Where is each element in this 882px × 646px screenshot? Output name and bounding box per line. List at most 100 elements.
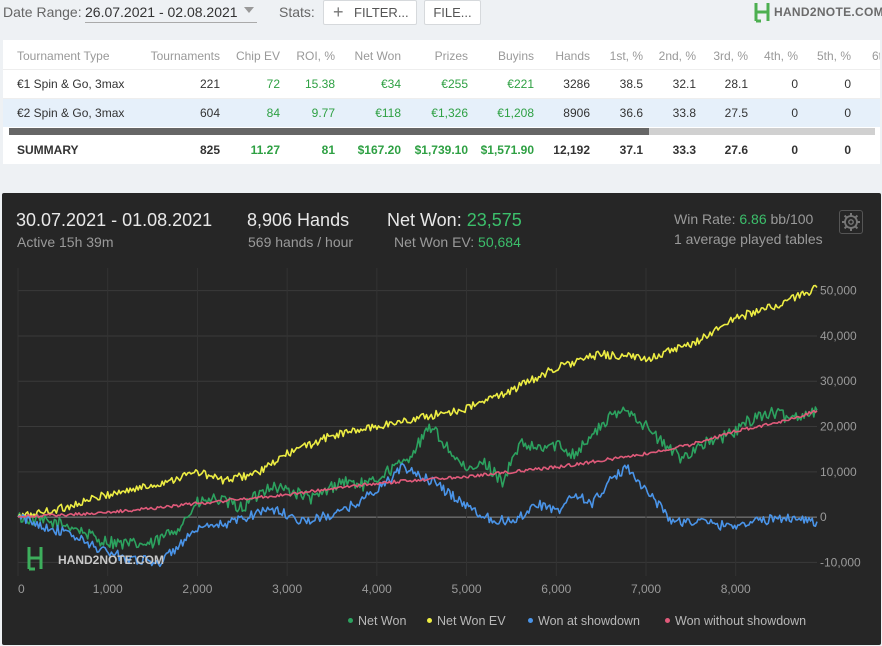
cell-buyins: €1,208 bbox=[497, 106, 534, 120]
column-header[interactable]: 3rd, % bbox=[713, 49, 748, 63]
column-header[interactable]: 6t bbox=[872, 49, 880, 63]
column-header[interactable]: Tournaments bbox=[150, 49, 220, 63]
cell-4th: 0 bbox=[791, 106, 798, 120]
filter-button[interactable]: + FILTER... bbox=[323, 0, 417, 25]
y-tick-label: -10,000 bbox=[820, 555, 861, 569]
summary-label: SUMMARY bbox=[17, 143, 79, 157]
cell-hands: 3286 bbox=[563, 77, 590, 91]
cell-hands: 8906 bbox=[563, 106, 590, 120]
net-won-label: Net Won: bbox=[387, 210, 462, 230]
chevron-down-icon[interactable] bbox=[244, 7, 254, 13]
summary-row: SUMMARY 825 11.27 81 $167.20 $1,739.10 $… bbox=[3, 136, 880, 164]
table-header: Tournament Type Tournaments Chip EV ROI,… bbox=[3, 41, 880, 70]
cell-net-won: €118 bbox=[375, 106, 401, 120]
cell-3rd: 27.5 bbox=[724, 106, 748, 120]
results-table: Tournament Type Tournaments Chip EV ROI,… bbox=[3, 40, 880, 164]
summary-3rd: 27.6 bbox=[724, 143, 748, 157]
net-won-ev-summary: Net Won EV: 50,684 bbox=[394, 234, 521, 250]
legend-label: Won at showdown bbox=[538, 614, 640, 628]
legend-dot bbox=[427, 618, 432, 624]
cell-roi: 9.77 bbox=[311, 106, 335, 120]
summary-5th: 0 bbox=[844, 143, 851, 157]
summary-4th: 0 bbox=[791, 143, 798, 157]
y-tick-label: 30,000 bbox=[820, 374, 857, 388]
cell-tournaments: 604 bbox=[199, 106, 220, 120]
hand2note-logo-icon bbox=[754, 3, 770, 23]
summary-1st: 37.1 bbox=[619, 143, 643, 157]
summary-prizes: $1,739.10 bbox=[414, 143, 468, 157]
column-header[interactable]: Prizes bbox=[434, 49, 468, 63]
y-axis-labels: 50,000 40,000 30,000 20,000 10,000 0 -10,000 bbox=[820, 284, 861, 570]
cell-chip-ev: 72 bbox=[266, 77, 280, 91]
column-header[interactable]: Hands bbox=[555, 49, 590, 63]
column-header[interactable]: 4th, % bbox=[763, 49, 798, 63]
profit-chart[interactable]: 50,000 40,000 30,000 20,000 10,000 0 -10,000 0… bbox=[2, 193, 881, 645]
win-rate-unit: bb/100 bbox=[770, 211, 814, 227]
legend-dot bbox=[348, 618, 353, 624]
column-header[interactable]: Net Won bbox=[354, 49, 401, 63]
cell-3rd: 28.1 bbox=[724, 77, 748, 91]
cell-prizes: €255 bbox=[441, 77, 468, 91]
y-tick-label: 50,000 bbox=[820, 284, 857, 298]
win-rate-value: 6.86 bbox=[739, 211, 767, 227]
legend-net-won-ev[interactable]: Net Won EV bbox=[427, 614, 506, 628]
x-tick-label: 7,000 bbox=[631, 582, 661, 596]
win-rate: Win Rate: 6.86 bb/100 bbox=[674, 211, 813, 227]
hand2note-logo: HAND2NOTE.COM bbox=[754, 1, 882, 25]
column-header[interactable]: Buyins bbox=[497, 49, 534, 63]
horizontal-scrollbar[interactable] bbox=[9, 128, 875, 135]
summary-tournaments: 825 bbox=[199, 143, 220, 157]
scrollbar-thumb[interactable] bbox=[9, 128, 649, 135]
cell-net-won: €34 bbox=[380, 77, 401, 91]
y-tick-label: 20,000 bbox=[820, 420, 857, 434]
cell-buyins: €221 bbox=[507, 77, 534, 91]
x-tick-label: 8,000 bbox=[721, 582, 751, 596]
y-tick-label: 0 bbox=[820, 510, 827, 524]
cell-2nd: 32.1 bbox=[672, 77, 696, 91]
column-header[interactable]: ROI, % bbox=[296, 49, 335, 63]
series-line-net-won bbox=[17, 406, 818, 550]
column-header[interactable]: 2nd, % bbox=[658, 49, 696, 63]
file-button[interactable]: FILE... bbox=[424, 0, 481, 25]
cell-tournaments: 221 bbox=[199, 77, 220, 91]
x-tick-label: 6,000 bbox=[541, 582, 571, 596]
legend-label: Net Won bbox=[358, 614, 407, 628]
legend-won-without-showdown[interactable]: Won without showdown bbox=[665, 614, 806, 628]
summary-chip-ev: 11.27 bbox=[250, 143, 280, 157]
cell-tournament-type: €1 Spin & Go, 3max bbox=[17, 77, 125, 91]
x-axis-labels: 0 1,000 2,000 3,000 4,000 5,000 6,000 7,000 8,00… bbox=[18, 582, 751, 596]
win-rate-label: Win Rate: bbox=[674, 211, 736, 227]
column-header[interactable]: 5th, % bbox=[816, 49, 851, 63]
series-line-net-won-ev bbox=[17, 284, 818, 519]
x-tick-label: 3,000 bbox=[272, 582, 302, 596]
series-line-won-at-showdown bbox=[17, 462, 818, 568]
legend-net-won[interactable]: Net Won bbox=[348, 614, 406, 628]
column-header[interactable]: Tournament Type bbox=[17, 49, 110, 63]
cell-prizes: €1,326 bbox=[431, 106, 468, 120]
date-range-label: Date Range: bbox=[3, 4, 82, 20]
plus-icon: + bbox=[333, 2, 344, 22]
cell-1st: 36.6 bbox=[619, 106, 643, 120]
summary-2nd: 33.3 bbox=[672, 143, 696, 157]
column-header[interactable]: 1st, % bbox=[609, 49, 643, 63]
legend-dot bbox=[665, 618, 670, 624]
table-row[interactable]: €2 Spin & Go, 3max 604 84 9.77 €118 €1,3… bbox=[3, 99, 880, 127]
legend-won-at-showdown[interactable]: Won at showdown bbox=[528, 614, 640, 628]
date-range-select[interactable]: 26.07.2021 - 02.08.2021 bbox=[85, 4, 238, 20]
legend-label: Won without showdown bbox=[675, 614, 807, 628]
active-time: Active 15h 39m bbox=[17, 234, 114, 250]
cell-2nd: 33.8 bbox=[672, 106, 696, 120]
x-tick-label: 4,000 bbox=[362, 582, 392, 596]
watermark-text: HAND2NOTE.COM bbox=[58, 553, 164, 567]
graph-panel: 30.07.2021 - 01.08.2021 Active 15h 39m 8… bbox=[2, 193, 881, 645]
series-line-won-without-showdown bbox=[17, 409, 818, 519]
net-won-value: 23,575 bbox=[466, 210, 522, 230]
column-header[interactable]: Chip EV bbox=[235, 49, 280, 63]
stats-label: Stats: bbox=[279, 4, 315, 20]
y-tick-label: 40,000 bbox=[820, 329, 857, 343]
settings-button[interactable] bbox=[839, 210, 863, 234]
hands-count: 8,906 Hands bbox=[247, 210, 350, 230]
table-row[interactable]: €1 Spin & Go, 3max 221 72 15.38 €34 €255… bbox=[3, 70, 880, 99]
average-tables: 1 average played tables bbox=[674, 231, 823, 247]
x-tick-label: 0 bbox=[18, 582, 25, 596]
